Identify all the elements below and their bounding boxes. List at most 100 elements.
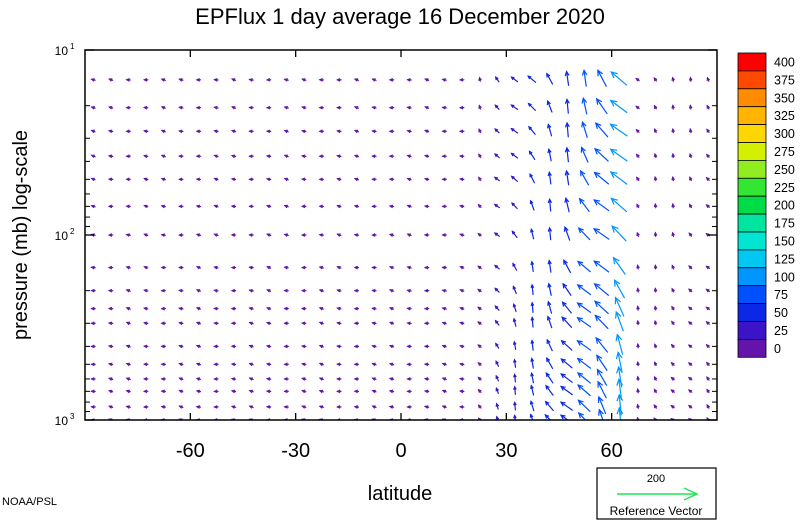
ep-vector xyxy=(213,377,219,381)
ep-vector xyxy=(441,344,447,349)
ep-vector xyxy=(125,307,131,311)
ep-vector xyxy=(560,339,573,351)
colorbar-label: 100 xyxy=(774,270,795,284)
ep-vector xyxy=(195,321,202,326)
ep-vector xyxy=(705,265,710,270)
ep-vector xyxy=(597,395,607,415)
ep-vector xyxy=(530,228,535,240)
ep-vector xyxy=(547,282,552,296)
ep-vector xyxy=(353,78,360,82)
ep-vector xyxy=(512,285,517,295)
ep-vector xyxy=(248,177,254,182)
colorbar-label: 175 xyxy=(774,217,795,231)
ep-vector xyxy=(353,204,360,209)
ep-vector xyxy=(90,129,96,134)
ep-vector xyxy=(353,154,360,159)
ep-vector xyxy=(577,412,587,420)
ep-vector xyxy=(388,154,395,159)
x-tick-label: -60 xyxy=(176,440,205,462)
ep-vector xyxy=(561,301,572,314)
ep-vector xyxy=(458,154,465,159)
colorbar-label: 400 xyxy=(774,55,795,69)
ep-vector xyxy=(687,306,693,311)
ep-vector xyxy=(336,362,342,367)
ep-vector xyxy=(388,377,395,381)
ep-vector xyxy=(388,362,395,367)
ep-vector xyxy=(178,405,184,409)
ep-vector xyxy=(300,177,307,182)
ep-vector xyxy=(388,78,395,82)
colorbar-label: 350 xyxy=(774,91,795,105)
ep-vector xyxy=(654,375,658,381)
ep-vector xyxy=(610,71,628,86)
ep-vector xyxy=(610,197,628,213)
ep-vector xyxy=(195,233,202,237)
ep-vector xyxy=(178,321,184,326)
ep-vector xyxy=(178,154,184,159)
ep-vector xyxy=(576,357,591,369)
ep-vector xyxy=(230,154,237,159)
ep-vector xyxy=(353,306,360,311)
ep-vector xyxy=(560,373,573,383)
ep-vector xyxy=(458,405,465,409)
ep-vector xyxy=(301,106,307,110)
ep-vector xyxy=(371,78,377,82)
ep-vector xyxy=(529,199,535,211)
ep-vector xyxy=(318,105,324,110)
ep-vector xyxy=(371,154,377,159)
ep-vector xyxy=(595,97,608,115)
ep-vector xyxy=(653,175,658,182)
ep-vector xyxy=(563,259,571,274)
ep-vector xyxy=(653,305,658,311)
ep-vector xyxy=(459,307,465,311)
ep-vector xyxy=(90,265,96,270)
ep-vector xyxy=(653,104,658,110)
ep-vector xyxy=(371,177,377,182)
ep-vector xyxy=(301,344,307,349)
ep-vector xyxy=(406,362,412,367)
ep-vector xyxy=(477,321,482,325)
ep-vector xyxy=(353,344,360,349)
ep-vector xyxy=(266,265,272,270)
ep-vector xyxy=(510,175,518,182)
ep-vector xyxy=(562,282,572,296)
ep-vector xyxy=(577,384,591,397)
y-tick-exponent: 1 xyxy=(70,42,75,51)
ep-vector xyxy=(477,404,482,409)
ep-vector xyxy=(441,233,447,237)
ep-vector xyxy=(653,388,658,394)
ep-vector xyxy=(230,265,237,270)
ep-vector xyxy=(636,264,640,270)
ep-vector xyxy=(90,362,96,367)
ep-vector xyxy=(265,204,272,209)
ep-vector xyxy=(527,102,536,111)
ep-vector xyxy=(687,362,693,367)
ep-vector xyxy=(388,265,395,270)
ep-vector xyxy=(423,204,430,209)
ep-vector xyxy=(266,233,272,237)
ep-vector xyxy=(283,204,289,209)
ep-vector xyxy=(577,227,591,241)
ep-vector xyxy=(318,289,324,293)
ep-vector xyxy=(178,177,184,182)
ep-vector xyxy=(265,129,272,134)
ep-vector xyxy=(688,203,693,209)
reference-vector-box: 200 Reference Vector xyxy=(596,467,717,520)
ep-vector xyxy=(336,177,342,182)
ep-vector xyxy=(581,97,588,115)
ep-vector xyxy=(107,204,114,209)
ep-vector xyxy=(577,399,591,412)
ep-vector xyxy=(635,77,640,82)
ep-vector xyxy=(530,283,535,296)
ep-vector xyxy=(107,288,114,293)
ep-vector xyxy=(160,306,166,311)
ep-vector xyxy=(371,204,377,209)
ep-vector xyxy=(581,120,588,138)
ep-vector xyxy=(547,170,552,185)
ep-vector xyxy=(318,154,324,159)
ep-vector xyxy=(195,105,202,110)
colorbar-label: 25 xyxy=(774,324,788,338)
ep-vector xyxy=(90,405,96,409)
ep-vector xyxy=(530,371,535,384)
ep-vector xyxy=(230,362,237,367)
